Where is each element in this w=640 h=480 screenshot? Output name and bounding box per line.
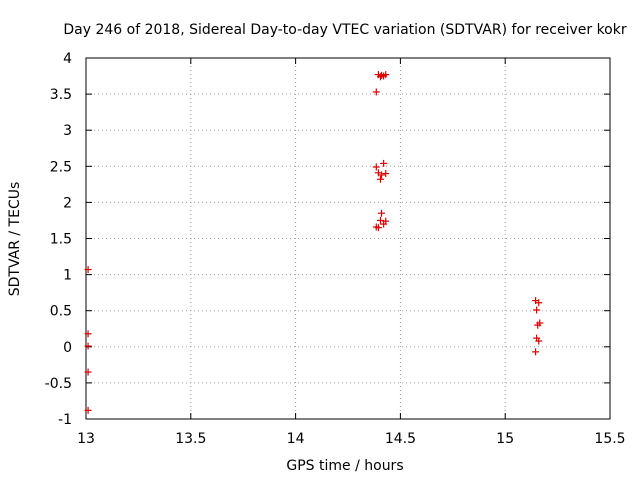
- y-tick-label: 2: [63, 195, 72, 211]
- data-point: [532, 348, 540, 356]
- y-tick-label: -0.5: [45, 376, 72, 392]
- x-tick-label: 13.5: [175, 431, 206, 447]
- data-point: [533, 306, 541, 314]
- y-tick-label: 4: [63, 51, 72, 67]
- x-tick-label: 15: [496, 431, 514, 447]
- axis-ticks: [85, 57, 611, 420]
- grid-lines: [86, 58, 610, 419]
- y-tick-label: 0.5: [50, 304, 72, 320]
- data-point: [382, 71, 390, 79]
- chart-title: Day 246 of 2018, Sidereal Day-to-day VTE…: [63, 22, 626, 38]
- plot-frame: [85, 57, 611, 420]
- data-point: [84, 368, 92, 376]
- y-axis-label: SDTVAR / TECUs: [7, 182, 23, 297]
- data-point: [372, 88, 380, 96]
- x-tick-labels: 13 13.5 14 14.5 15 15.5: [77, 431, 626, 447]
- data-point: [84, 406, 92, 414]
- data-point: [84, 266, 92, 274]
- data-point: [535, 337, 543, 345]
- y-tick-label: 2.5: [50, 159, 72, 175]
- y-tick-label: -1: [58, 412, 72, 428]
- data-point: [376, 175, 384, 183]
- data-point: [535, 299, 543, 307]
- data-point: [376, 216, 384, 224]
- x-tick-label: 13: [77, 431, 95, 447]
- data-point: [84, 342, 92, 350]
- y-tick-labels: -1 -0.5 0 0.5 1 1.5 2 2.5 3 3.5 4: [45, 51, 72, 428]
- y-tick-label: 1.5: [50, 232, 72, 248]
- y-tick-label: 3.5: [50, 87, 72, 103]
- x-tick-label: 15.5: [594, 431, 625, 447]
- data-point: [376, 73, 384, 81]
- data-point: [378, 209, 386, 217]
- data-point: [382, 217, 390, 225]
- x-tick-label: 14: [287, 431, 305, 447]
- data-point: [378, 171, 386, 179]
- data-point: [84, 330, 92, 338]
- x-axis-label: GPS time / hours: [286, 458, 403, 474]
- data-point: [382, 170, 390, 178]
- y-tick-label: 0: [63, 340, 72, 356]
- data-point: [372, 163, 380, 171]
- x-tick-label: 14.5: [385, 431, 416, 447]
- data-point: [536, 319, 544, 327]
- y-tick-label: 3: [63, 123, 72, 139]
- y-tick-label: 1: [63, 268, 72, 284]
- data-point: [380, 159, 388, 167]
- data-points: [84, 71, 544, 414]
- data-point: [374, 224, 382, 232]
